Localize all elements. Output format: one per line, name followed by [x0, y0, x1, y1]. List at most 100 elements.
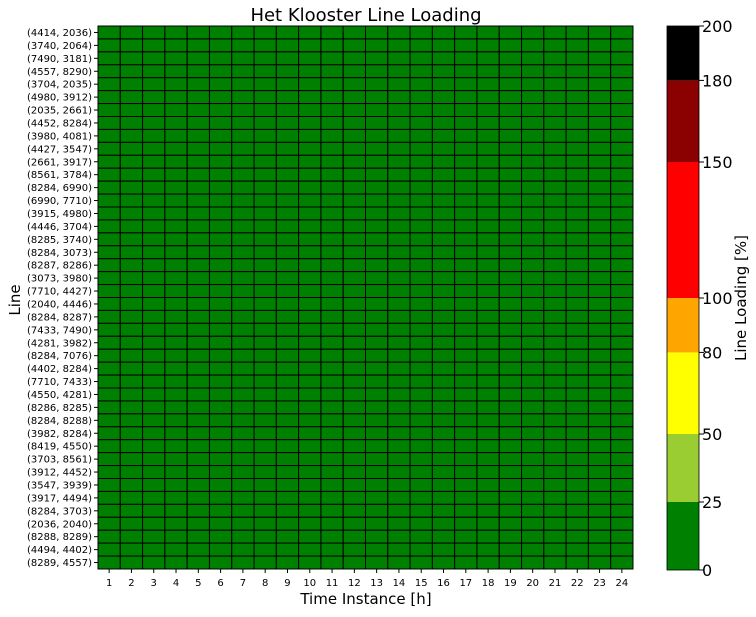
heatmap-cell — [231, 387, 255, 402]
y-tick-label: (4414, 2036) — [27, 28, 92, 39]
heatmap-cell — [97, 490, 121, 505]
heatmap-cell — [431, 219, 456, 234]
heatmap-cell — [365, 219, 389, 234]
heatmap-cell — [97, 516, 121, 531]
y-tick-label: (8287, 8286) — [27, 261, 92, 272]
heatmap-cell — [186, 465, 210, 480]
heatmap-cell — [454, 103, 478, 117]
heatmap-cell — [142, 297, 166, 311]
heatmap-cell — [231, 542, 255, 557]
heatmap-cell — [610, 297, 634, 311]
y-tick-label: (4557, 8290) — [27, 67, 92, 78]
heatmap-cell — [454, 335, 478, 350]
heatmap-cell — [208, 38, 233, 53]
heatmap-cell — [253, 245, 277, 260]
heatmap-cell — [97, 128, 121, 143]
heatmap-cell — [365, 25, 389, 40]
heatmap-cell — [587, 38, 612, 53]
heatmap-cell — [320, 219, 344, 234]
heatmap-cell — [498, 503, 523, 518]
heatmap-cell — [387, 439, 411, 454]
heatmap-cell — [231, 141, 255, 156]
heatmap-cell — [186, 322, 210, 337]
heatmap-cell — [164, 400, 188, 415]
heatmap-cell — [208, 297, 233, 311]
heatmap-cell — [253, 297, 277, 311]
heatmap-cell — [164, 387, 188, 402]
y-tick-label: (2036, 2040) — [27, 519, 92, 530]
heatmap-cell — [298, 77, 322, 92]
heatmap-cell — [253, 167, 277, 182]
heatmap-cell — [543, 116, 567, 130]
heatmap-cell — [320, 180, 344, 195]
heatmap-cell — [476, 154, 500, 169]
heatmap-cell — [409, 167, 433, 182]
x-tick-label: 22 — [571, 578, 584, 589]
heatmap-cell — [320, 439, 344, 454]
heatmap-cell — [253, 503, 277, 518]
heatmap-cell — [387, 193, 411, 208]
heatmap-cell — [565, 490, 589, 505]
heatmap-cell — [409, 387, 433, 402]
heatmap-cell — [431, 245, 456, 260]
heatmap-cell — [476, 452, 500, 467]
heatmap-cell — [186, 206, 210, 221]
heatmap-cell — [97, 25, 121, 40]
heatmap-cell — [587, 284, 612, 299]
heatmap-cell — [365, 51, 389, 66]
heatmap-cell — [253, 180, 277, 195]
heatmap-cell — [298, 387, 322, 402]
heatmap-cell — [610, 245, 634, 260]
heatmap-cell — [365, 452, 389, 467]
heatmap-cell — [253, 426, 277, 441]
heatmap-cell — [587, 413, 612, 428]
heatmap-cell — [253, 103, 277, 117]
y-tick-label: (8284, 7076) — [27, 351, 92, 362]
heatmap-cell — [253, 38, 277, 53]
heatmap-cell — [409, 64, 433, 79]
heatmap-cell — [365, 322, 389, 337]
heatmap-cell — [142, 361, 166, 376]
heatmap-cell — [610, 309, 634, 324]
heatmap-cell — [231, 503, 255, 518]
heatmap-cell — [565, 64, 589, 79]
heatmap-cell — [164, 426, 188, 441]
heatmap-cell — [476, 387, 500, 402]
heatmap-cell — [610, 38, 634, 53]
y-tick-label: (3703, 8561) — [27, 455, 92, 466]
heatmap-cell — [231, 103, 255, 117]
heatmap-cell — [231, 516, 255, 531]
y-tick-label: (4281, 3982) — [27, 338, 92, 349]
heatmap-cell — [431, 413, 456, 428]
colorbar-tick-label: 200 — [702, 17, 733, 36]
heatmap-cell — [253, 258, 277, 273]
heatmap-cell — [119, 154, 144, 169]
heatmap-cell — [610, 193, 634, 208]
heatmap-cell — [119, 374, 144, 389]
heatmap-cell — [365, 297, 389, 311]
colorbar-tick-label: 50 — [702, 425, 722, 444]
heatmap-cell — [342, 297, 367, 311]
heatmap-cell — [298, 103, 322, 117]
heatmap-cell — [342, 51, 367, 66]
heatmap-cell — [521, 103, 545, 117]
heatmap-cell — [498, 154, 523, 169]
heatmap-cell — [409, 335, 433, 350]
heatmap-cell — [342, 77, 367, 92]
heatmap-cell — [342, 322, 367, 337]
heatmap-cell — [320, 297, 344, 311]
heatmap-cell — [387, 245, 411, 260]
heatmap-cell — [97, 361, 121, 376]
x-tick-label: 1 — [106, 578, 112, 589]
heatmap-cell — [610, 167, 634, 182]
heatmap-cell — [476, 426, 500, 441]
heatmap-cell — [543, 219, 567, 234]
heatmap-cell — [275, 271, 300, 286]
heatmap-cell — [431, 400, 456, 415]
heatmap-cell — [186, 374, 210, 389]
heatmap-cell — [587, 77, 612, 92]
heatmap-cell — [431, 116, 456, 130]
heatmap-cell — [365, 348, 389, 363]
heatmap-cell — [97, 141, 121, 156]
